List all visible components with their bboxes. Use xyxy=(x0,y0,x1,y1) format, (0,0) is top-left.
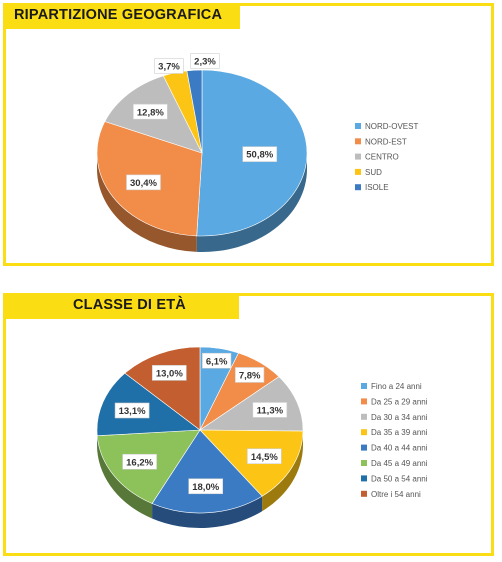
age-data-label-box xyxy=(152,365,187,381)
geo-data-label-box xyxy=(154,58,184,74)
age-data-label: 6,1% xyxy=(206,356,228,367)
age-slice-side-da-35-a-39-anni xyxy=(262,431,303,512)
geo-title-tab: RIPARTIZIONE GEOGRAFICA xyxy=(3,3,240,29)
age-legend-swatch xyxy=(361,383,367,389)
age-slice-side-da-45-a-49-anni xyxy=(97,435,153,519)
geo-data-label-box xyxy=(126,174,161,191)
age-data-label: 18,0% xyxy=(192,482,219,493)
geo-slice-side-nord-est xyxy=(97,153,197,252)
age-data-label-box xyxy=(188,478,224,495)
age-data-label-box xyxy=(247,448,282,465)
geo-legend-swatch xyxy=(355,138,361,145)
geo-legend-label-sud: SUD xyxy=(365,168,382,177)
geo-data-label: 30,4% xyxy=(130,178,157,189)
age-panel: CLASSE DI ETÀ 6,1% 7,8% 11,3% 14,5% 18,0% 16,… xyxy=(3,293,494,556)
geo-data-label-box xyxy=(133,103,168,120)
age-data-label: 13,0% xyxy=(156,368,183,379)
age-legend-label-da-35-a-39-anni: Da 35 a 39 anni xyxy=(371,428,428,437)
geo-data-label-box xyxy=(242,146,278,162)
age-legend-swatch xyxy=(361,429,367,436)
age-title-tab: CLASSE DI ETÀ xyxy=(3,293,239,319)
geo-slice-isole xyxy=(186,69,203,154)
geo-legend-label-isole: ISOLE xyxy=(365,183,389,192)
age-data-label-box xyxy=(235,367,265,383)
age-data-label: 16,2% xyxy=(126,457,153,468)
geo-legend-label-nord-ovest: NORD-OVEST xyxy=(365,122,418,131)
age-legend-swatch xyxy=(361,490,367,497)
age-legend-label-oltre-i-54-anni: Oltre i 54 anni xyxy=(371,490,421,499)
age-data-label-box xyxy=(252,402,288,418)
age-data-label-box xyxy=(122,453,157,470)
geo-data-label-box xyxy=(190,53,220,69)
age-data-label: 11,3% xyxy=(257,406,284,417)
age-pie-chart: 6,1% 7,8% 11,3% 14,5% 18,0% 16,2% 13,1% 13,0% Fi… xyxy=(96,346,428,528)
age-legend-swatch xyxy=(361,398,367,405)
age-data-label: 7,8% xyxy=(239,371,261,382)
age-slice-da-40-a-44-anni xyxy=(151,429,263,514)
age-data-label: 13,1% xyxy=(119,406,146,417)
geo-legend-label-centro: CENTRO xyxy=(365,153,399,162)
age-data-label-box xyxy=(202,352,232,369)
geo-chart-title: RIPARTIZIONE GEOGRAFICA xyxy=(14,7,223,23)
geo-legend-swatch xyxy=(355,123,361,129)
age-legend-label-fino-a-24-anni: Fino a 24 anni xyxy=(371,382,422,391)
age-data-label: 14,5% xyxy=(251,452,278,463)
geo-panel: RIPARTIZIONE GEOGRAFICA 50,8% 30,4% 12,8% 3… xyxy=(3,3,494,266)
age-legend-swatch xyxy=(361,460,367,466)
geo-legend-swatch xyxy=(355,184,361,191)
age-legend-label-da-50-a-54-anni: Da 50 a 54 anni xyxy=(371,474,428,483)
age-legend-label-da-40-a-44-anni: Da 40 a 44 anni xyxy=(371,444,428,453)
age-data-label-box xyxy=(114,402,150,419)
geo-pie-chart: 50,8% 30,4% 12,8% 3,7% 2,3% NORD-OVEST NORD-ES… xyxy=(96,53,418,252)
geo-data-label: 3,7% xyxy=(158,62,180,73)
age-slice-side-da-40-a-44-anni xyxy=(152,496,263,528)
geo-legend-swatch xyxy=(355,168,361,175)
geo-legend-swatch xyxy=(355,153,361,160)
age-legend-label-da-25-a-29-anni: Da 25 a 29 anni xyxy=(371,397,428,406)
geo-legend-label-nord-est: NORD-EST xyxy=(365,137,407,146)
age-legend-swatch xyxy=(361,413,367,420)
geo-data-label: 50,8% xyxy=(246,150,273,161)
age-legend-swatch xyxy=(361,444,367,451)
age-chart-title: CLASSE DI ETÀ xyxy=(73,297,186,313)
geo-data-label: 12,8% xyxy=(137,107,164,118)
age-legend-label-da-45-a-49-anni: Da 45 a 49 anni xyxy=(371,459,428,468)
age-legend-swatch xyxy=(361,475,367,482)
geo-slice-side-nord-ovest xyxy=(196,153,307,252)
age-legend-label-da-30-a-34-anni: Da 30 a 34 anni xyxy=(371,413,428,422)
geo-data-label: 2,3% xyxy=(194,57,216,68)
